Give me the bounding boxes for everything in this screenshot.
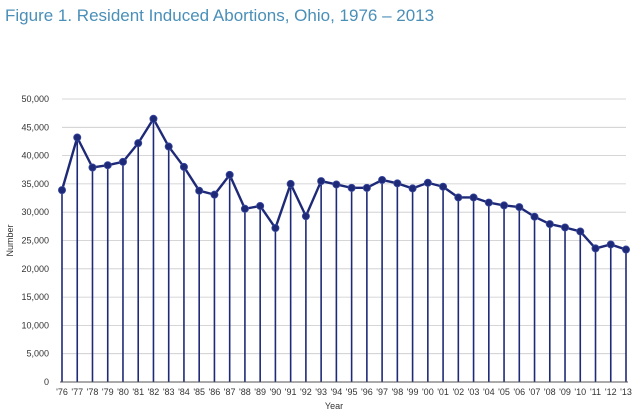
x-tick-label: '04 [483,387,495,397]
x-tick-label: '05 [498,387,510,397]
x-tick-label: '07 [529,387,541,397]
x-tick-label: '90 [270,387,282,397]
x-tick-label: '03 [468,387,480,397]
x-tick-label: '09 [559,387,571,397]
x-tick-label: '78 [87,387,99,397]
x-tick-label: '01 [437,387,449,397]
data-point [240,204,249,213]
x-tick-label: '82 [148,387,160,397]
x-axis-label: Year [325,401,343,411]
x-tick-label: '12 [605,387,617,397]
y-tick-label: 10,000 [21,320,49,330]
data-points [58,114,631,254]
x-tick-label: '85 [193,387,205,397]
data-point [576,227,585,236]
data-point [225,170,234,179]
x-tick-label: '91 [285,387,297,397]
data-point [332,180,341,189]
x-tick-label: '80 [117,387,129,397]
x-tick-label: '81 [132,387,144,397]
x-tick-label: '99 [407,387,419,397]
y-tick-label: 5,000 [26,349,49,359]
x-tick-label: '06 [513,387,525,397]
y-tick-label: 35,000 [21,179,49,189]
data-point [545,220,554,229]
data-point [286,179,295,188]
x-tick-label: '93 [315,387,327,397]
x-tick-label: '97 [376,387,388,397]
x-tick-label: '88 [239,387,251,397]
x-axis-ticks: '76'77'78'79'80'81'82'83'84'85'86'87'88 '… [56,387,632,397]
data-point [606,240,615,249]
data-point [530,212,539,221]
data-point [88,163,97,172]
y-tick-label: 20,000 [21,264,49,274]
x-tick-label: '96 [361,387,373,397]
chart-title: Figure 1. Resident Induced Abortions, Oh… [5,6,435,25]
data-point [454,193,463,202]
x-tick-label: '98 [391,387,403,397]
data-point [134,139,143,148]
data-point [484,198,493,207]
data-point [301,212,310,221]
data-point [210,190,219,199]
y-tick-label: 50,000 [21,94,49,104]
x-tick-label: '84 [178,387,190,397]
data-point [393,179,402,188]
y-axis-label: Number [5,224,15,256]
data-point [73,133,82,142]
x-tick-label: '94 [331,387,343,397]
y-tick-label: 15,000 [21,292,49,302]
x-tick-label: '86 [209,387,221,397]
data-point [149,114,158,123]
data-point [271,224,280,233]
x-tick-label: '00 [422,387,434,397]
data-point [58,186,67,195]
data-point [591,244,600,253]
y-tick-label: 45,000 [21,122,49,132]
data-point [622,245,631,254]
x-tick-label: '87 [224,387,236,397]
x-tick-label: '79 [102,387,114,397]
data-point [378,175,387,184]
x-tick-label: '13 [620,387,632,397]
data-point [408,184,417,193]
data-point [256,201,265,210]
drop-lines [61,118,627,382]
x-tick-label: '89 [254,387,266,397]
y-tick-label: 40,000 [21,151,49,161]
data-point [347,183,356,192]
x-tick-label: '77 [71,387,83,397]
data-point [179,162,188,171]
data-point [164,142,173,151]
y-tick-label: 0 [44,377,49,387]
x-tick-label: '95 [346,387,358,397]
data-point [515,203,524,212]
x-tick-label: '11 [590,387,601,397]
data-point [118,157,127,166]
data-point [317,177,326,186]
data-point [423,178,432,187]
gridlines [62,98,626,355]
data-point [362,183,371,192]
data-point [561,223,570,232]
x-tick-label: '02 [452,387,464,397]
data-point [469,193,478,202]
data-point [500,201,509,210]
x-tick-label: '08 [544,387,556,397]
x-tick-label: '10 [574,387,586,397]
y-axis-ticks: 0 5,000 10,000 15,000 20,000 25,000 30,000 35,0… [21,94,49,387]
x-tick-label: '76 [56,387,68,397]
y-tick-label: 30,000 [21,207,49,217]
x-tick-label: '83 [163,387,175,397]
data-point [103,161,112,170]
data-point [439,182,448,191]
x-tick-label: '92 [300,387,312,397]
y-tick-label: 25,000 [21,236,49,246]
data-point [195,186,204,195]
